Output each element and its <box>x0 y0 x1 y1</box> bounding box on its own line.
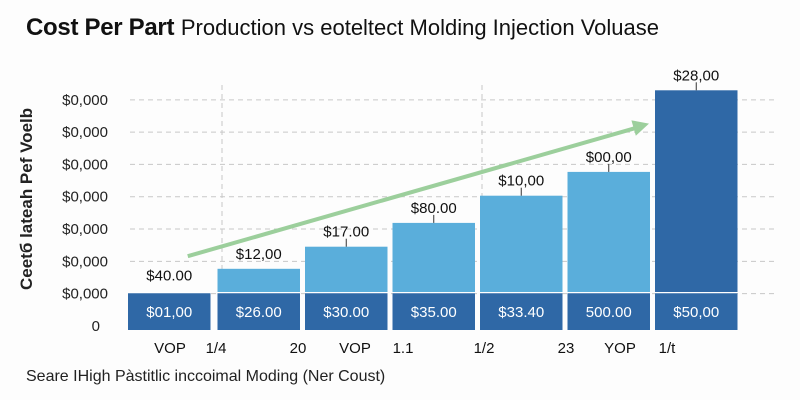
bar-top <box>567 171 650 293</box>
y-tick-label: $0,000 <box>62 286 108 303</box>
x-tick-label: VOP <box>339 340 371 357</box>
bar-top <box>217 268 300 293</box>
y-tick-label: $0,000 <box>62 253 108 270</box>
bar-value-label: $00,00 <box>586 149 632 166</box>
x-tick-label: 1/2 <box>474 340 495 357</box>
bar-base <box>392 292 475 330</box>
bar-top <box>392 222 475 293</box>
x-tick-label: 23 <box>558 340 575 357</box>
x-axis-label: Seare IHigh Pàstitlic inccoimal Moding (… <box>26 368 386 385</box>
bar-base <box>480 292 563 330</box>
trend-arrowhead <box>631 120 649 136</box>
trend-line <box>187 125 638 259</box>
bar-base <box>217 292 300 330</box>
base-value-label: $30.00 <box>323 304 369 321</box>
x-tick-label: 20 <box>290 340 307 357</box>
x-tick-label: YOP <box>604 340 636 357</box>
x-tick-label: VOP <box>154 340 186 357</box>
chart-title: Cost Per Part Production vs eoteltect Mo… <box>26 14 659 42</box>
base-value-label: $50,00 <box>673 304 719 321</box>
x-tick-label: 1.1 <box>393 340 414 357</box>
y-tick-label: 0 <box>92 318 100 335</box>
base-value-label: 500.00 <box>586 304 632 321</box>
base-value-label: $35.00 <box>411 304 457 321</box>
bar-base <box>567 292 650 330</box>
y-tick-label: $0,000 <box>62 124 108 141</box>
bar-value-label: $12,00 <box>236 246 282 263</box>
bar-value-label: $10,00 <box>498 173 544 190</box>
bar-value-label: $28,00 <box>673 67 719 84</box>
base-value-label: $33.40 <box>498 304 544 321</box>
chart-title-rest: Production vs eoteltect Molding Injectio… <box>180 15 660 40</box>
x-tick-label: 1/4 <box>206 340 227 357</box>
x-tick-label: 1/t <box>659 340 677 357</box>
bar-top <box>480 195 563 293</box>
bar-base <box>655 292 738 330</box>
y-tick-label: $0,000 <box>62 189 108 206</box>
bar-value-label: $80.00 <box>411 200 457 217</box>
bar-value-label: $17.00 <box>323 224 369 241</box>
chart-title-bold: Cost Per Part <box>26 14 175 41</box>
bar-value-label: $40.00 <box>146 268 192 285</box>
y-tick-label: $0,000 <box>62 221 108 238</box>
bar-base <box>305 292 388 330</box>
base-value-label: $01,00 <box>146 304 192 321</box>
bar-top <box>305 246 388 293</box>
bar-top <box>655 90 738 293</box>
bar-base <box>128 292 211 330</box>
y-tick-label: $0,000 <box>62 156 108 173</box>
y-tick-label: $0,000 <box>62 92 108 109</box>
base-value-label: $26.00 <box>236 304 282 321</box>
